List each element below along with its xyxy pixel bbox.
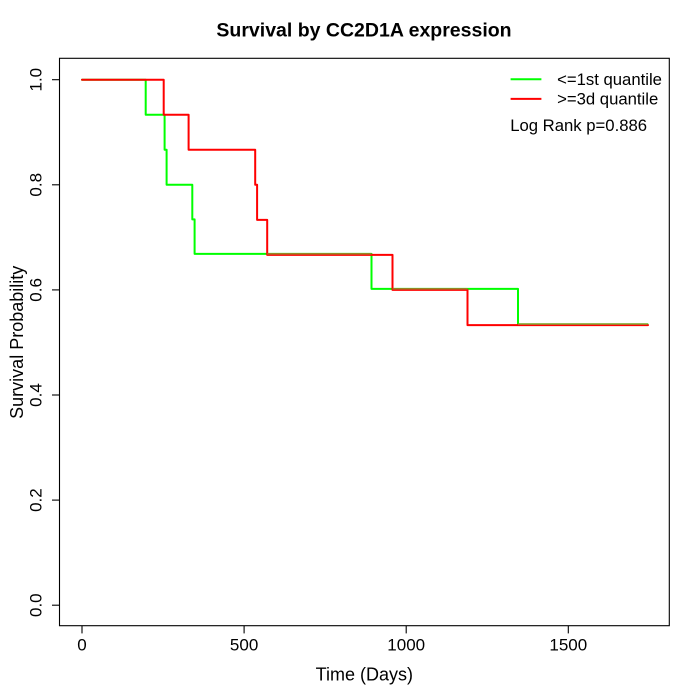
svg-text:0.2: 0.2 [27,488,46,512]
svg-text:0.6: 0.6 [27,278,46,302]
svg-text:Log Rank p=0.886: Log Rank p=0.886 [510,116,647,135]
svg-text:Survival Probability: Survival Probability [7,266,27,419]
svg-text:1500: 1500 [549,636,587,655]
svg-text:Time (Days): Time (Days) [316,665,413,685]
svg-text:<=1st quantile: <=1st quantile [557,70,662,89]
svg-text:0: 0 [77,636,86,655]
svg-text:Survival by CC2D1A expression: Survival by CC2D1A expression [216,19,511,41]
svg-text:1.0: 1.0 [27,68,46,92]
svg-text:1000: 1000 [387,636,425,655]
svg-text:0.0: 0.0 [27,593,46,617]
svg-text:>=3d quantile: >=3d quantile [557,90,658,109]
svg-text:500: 500 [230,636,258,655]
svg-text:0.4: 0.4 [27,383,46,407]
svg-text:0.8: 0.8 [27,173,46,197]
